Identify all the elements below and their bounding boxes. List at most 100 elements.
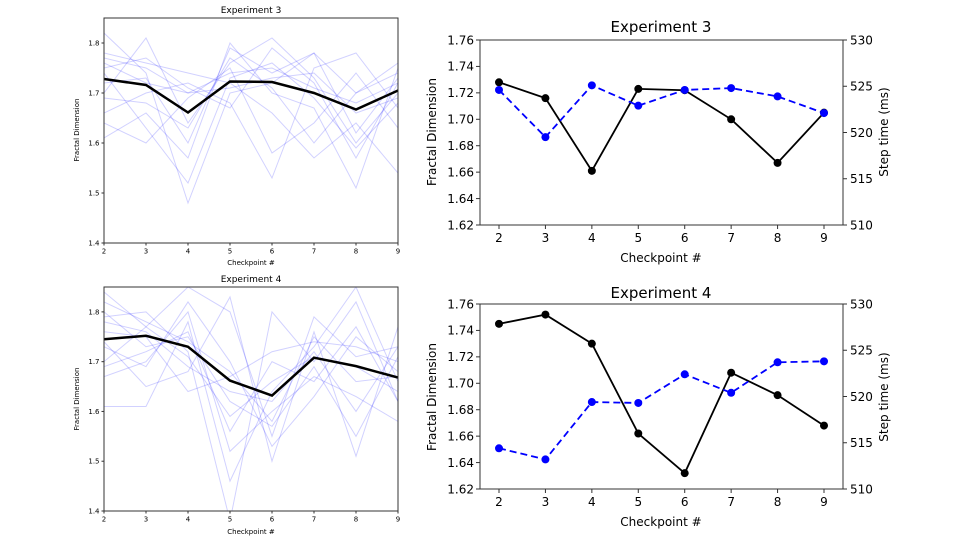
y-tick-label-1.76: 1.76: [447, 297, 474, 311]
run-line-10: [104, 47, 398, 160]
fractal-dimension-point-5: [634, 84, 643, 93]
chart-title: Experiment 4: [221, 275, 282, 285]
y-tick-label-1.62: 1.62: [447, 482, 474, 496]
x-tick-label-2: 2: [102, 248, 106, 256]
x-tick-label-8: 8: [354, 248, 358, 256]
y-tick-label-1.66: 1.66: [447, 429, 474, 443]
step-time-point-7: [727, 84, 736, 93]
y-tick-label-1.76: 1.76: [447, 33, 474, 47]
y-axis-label: Fractal Dimension: [73, 368, 81, 431]
x-tick-label-5: 5: [228, 248, 232, 256]
axes-frame: [103, 286, 399, 512]
x-axis-label: Checkpoint #: [620, 515, 701, 529]
step-time-point-4: [587, 398, 596, 407]
y-tick-label-1.7: 1.70: [447, 113, 474, 127]
fractal-dimension-point-7: [727, 368, 736, 377]
y-axis-label: Fractal Dimension: [425, 343, 439, 451]
axes-frame: [479, 303, 844, 490]
step-time-line: [498, 360, 825, 461]
run-line-5: [104, 310, 398, 453]
run-line-4: [104, 52, 398, 180]
y-tick-label-1.8: 1.8: [88, 40, 99, 48]
x-tick-label-6: 6: [270, 516, 275, 524]
step-time-point-6: [680, 85, 689, 94]
y2-tick-label-525: 525: [850, 80, 873, 94]
run-line-1: [104, 62, 398, 104]
y2-axis-label: Step time (ms): [877, 352, 891, 441]
chart-title: Experiment 3: [611, 18, 712, 36]
y-tick-label-1.62: 1.62: [447, 218, 474, 232]
x-tick-label-5: 5: [228, 516, 232, 524]
y2-tick-label-520: 520: [850, 390, 873, 404]
run-line-9: [104, 301, 398, 448]
run-line-1: [104, 287, 398, 438]
y-axis-label: Fractal Dimension: [425, 78, 439, 186]
y-tick-label-1.4: 1.4: [88, 240, 100, 248]
y-tick-label-1.64: 1.64: [447, 192, 474, 206]
run-line-3: [104, 37, 398, 144]
run-line-6: [104, 331, 398, 393]
fractal-dimension-point-7: [727, 115, 736, 124]
fractal-dimension-point-6: [680, 469, 689, 478]
plot-area: [104, 287, 398, 511]
y-tick-label-1.7: 1.7: [88, 90, 99, 98]
step-time-point-9: [820, 357, 828, 366]
x-axis-label: Checkpoint #: [227, 528, 275, 536]
y-tick-label-1.5: 1.5: [88, 458, 99, 466]
x-tick-label-7: 7: [727, 495, 735, 509]
chart-title: Experiment 3: [221, 6, 282, 16]
x-tick-label-3: 3: [144, 248, 148, 256]
x-tick-label-5: 5: [634, 231, 642, 245]
x-tick-label-6: 6: [681, 231, 689, 245]
x-tick-label-4: 4: [186, 248, 191, 256]
x-tick-label-7: 7: [727, 231, 735, 245]
fractal-dimension-point-8: [773, 391, 782, 400]
step-time-point-4: [587, 81, 596, 90]
fractal-dimension-point-4: [587, 166, 596, 175]
y2-tick-label-515: 515: [850, 172, 873, 186]
y-tick-label-1.68: 1.68: [447, 139, 474, 153]
step-time-point-8: [773, 92, 782, 101]
y-tick-label-1.7: 1.7: [88, 358, 99, 366]
chart-experiment-4-stepTime: Experiment 4 Checkpoint # Fractal Dimens…: [425, 284, 891, 529]
y2-tick-label-515: 515: [850, 436, 873, 450]
x-tick-label-9: 9: [820, 495, 828, 509]
run-line-11: [104, 57, 398, 144]
y-tick-label-1.74: 1.74: [447, 324, 474, 338]
y-tick-label-1.74: 1.74: [447, 60, 474, 74]
x-tick-label-7: 7: [312, 516, 316, 524]
run-line-3: [104, 300, 398, 511]
x-tick-label-3: 3: [542, 231, 550, 245]
fractal-dimension-point-3: [541, 94, 550, 103]
x-tick-label-2: 2: [495, 231, 503, 245]
step-time-point-5: [634, 398, 643, 407]
y2-tick-label-510: 510: [850, 482, 873, 496]
y-tick-label-1.66: 1.66: [447, 165, 474, 179]
x-axis-label: Checkpoint #: [227, 259, 275, 267]
y-tick-label-1.6: 1.6: [88, 140, 100, 148]
fractal-dimension-point-8: [773, 158, 782, 167]
x-tick-label-9: 9: [396, 248, 400, 256]
run-line-6: [104, 62, 398, 185]
y-tick-label-1.4: 1.4: [88, 508, 100, 516]
axes-frame: [103, 17, 399, 244]
x-tick-label-2: 2: [495, 495, 503, 509]
run-line-2: [104, 287, 398, 483]
x-tick-label-8: 8: [774, 495, 782, 509]
y-tick-label-1.5: 1.5: [88, 190, 99, 198]
x-tick-label-9: 9: [396, 516, 400, 524]
run-line-12: [104, 301, 398, 423]
run-line-11: [104, 325, 398, 433]
fractal-dimension-point-2: [495, 319, 503, 328]
fractal-dimension-point-2: [495, 78, 503, 87]
x-tick-label-4: 4: [588, 231, 596, 245]
x-tick-label-4: 4: [588, 495, 596, 509]
chart-experiment-3-runs: Experiment 3 Checkpoint # Fractal Dimens…: [73, 6, 400, 267]
step-time-point-8: [773, 358, 782, 367]
step-time-point-2: [495, 444, 503, 453]
y2-axis-label: Step time (ms): [877, 87, 891, 176]
x-tick-label-7: 7: [312, 248, 316, 256]
x-tick-label-5: 5: [634, 495, 642, 509]
y2-tick-label-530: 530: [850, 33, 873, 47]
x-tick-label-3: 3: [542, 495, 550, 509]
